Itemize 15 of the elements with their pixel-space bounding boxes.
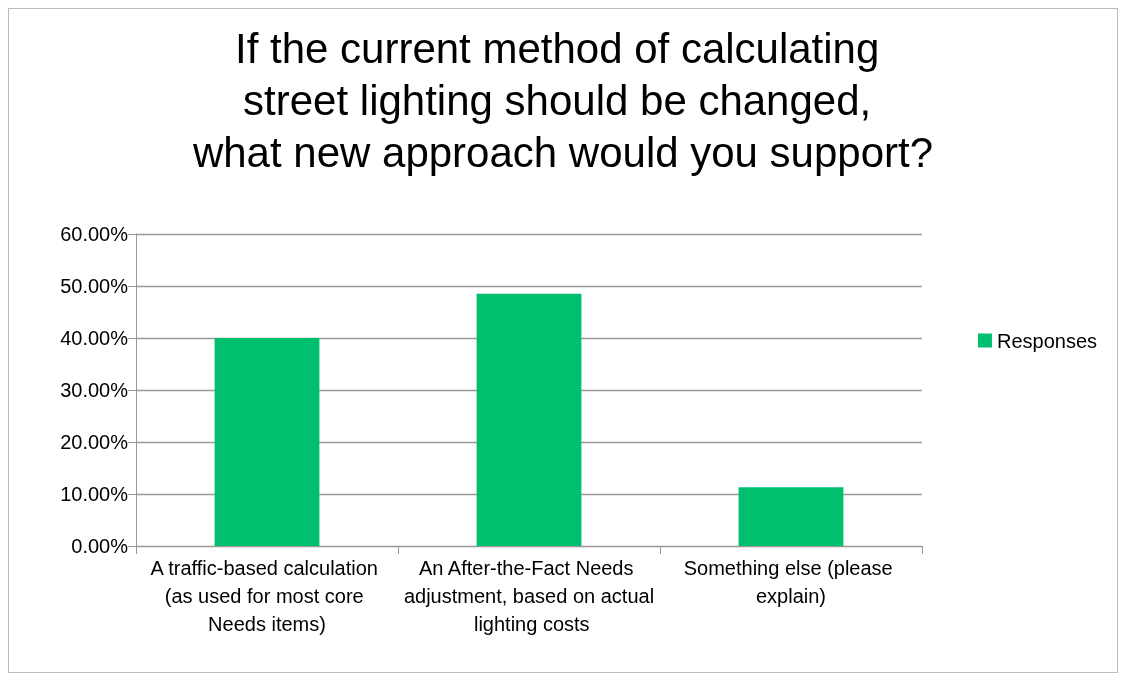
y-tick-label: 20.00% [60,431,129,453]
y-tick-label: 30.00% [60,379,129,401]
legend-label: Responses [996,329,1097,352]
y-tick-label: 10.00% [60,483,129,505]
y-tick-label: 0.00% [71,535,129,557]
bar [214,338,320,546]
x-tick-label: A traffic-based calculation (as used for most core Needs items) [150,557,384,635]
y-tick-label: 40.00% [60,327,129,349]
chart-title: If the current method of calculating street lighting should be changed, what new approach would you support? [191,24,934,176]
bar [476,293,582,546]
y-tick-label: 50.00% [60,275,129,297]
bar [738,487,844,546]
x-tick-label: An After-the-Fact Needs adjustment, based on actual lighting costs [403,557,655,635]
x-tick-label: Something else (please explain) [683,557,899,607]
y-tick-label: 60.00% [60,223,129,245]
